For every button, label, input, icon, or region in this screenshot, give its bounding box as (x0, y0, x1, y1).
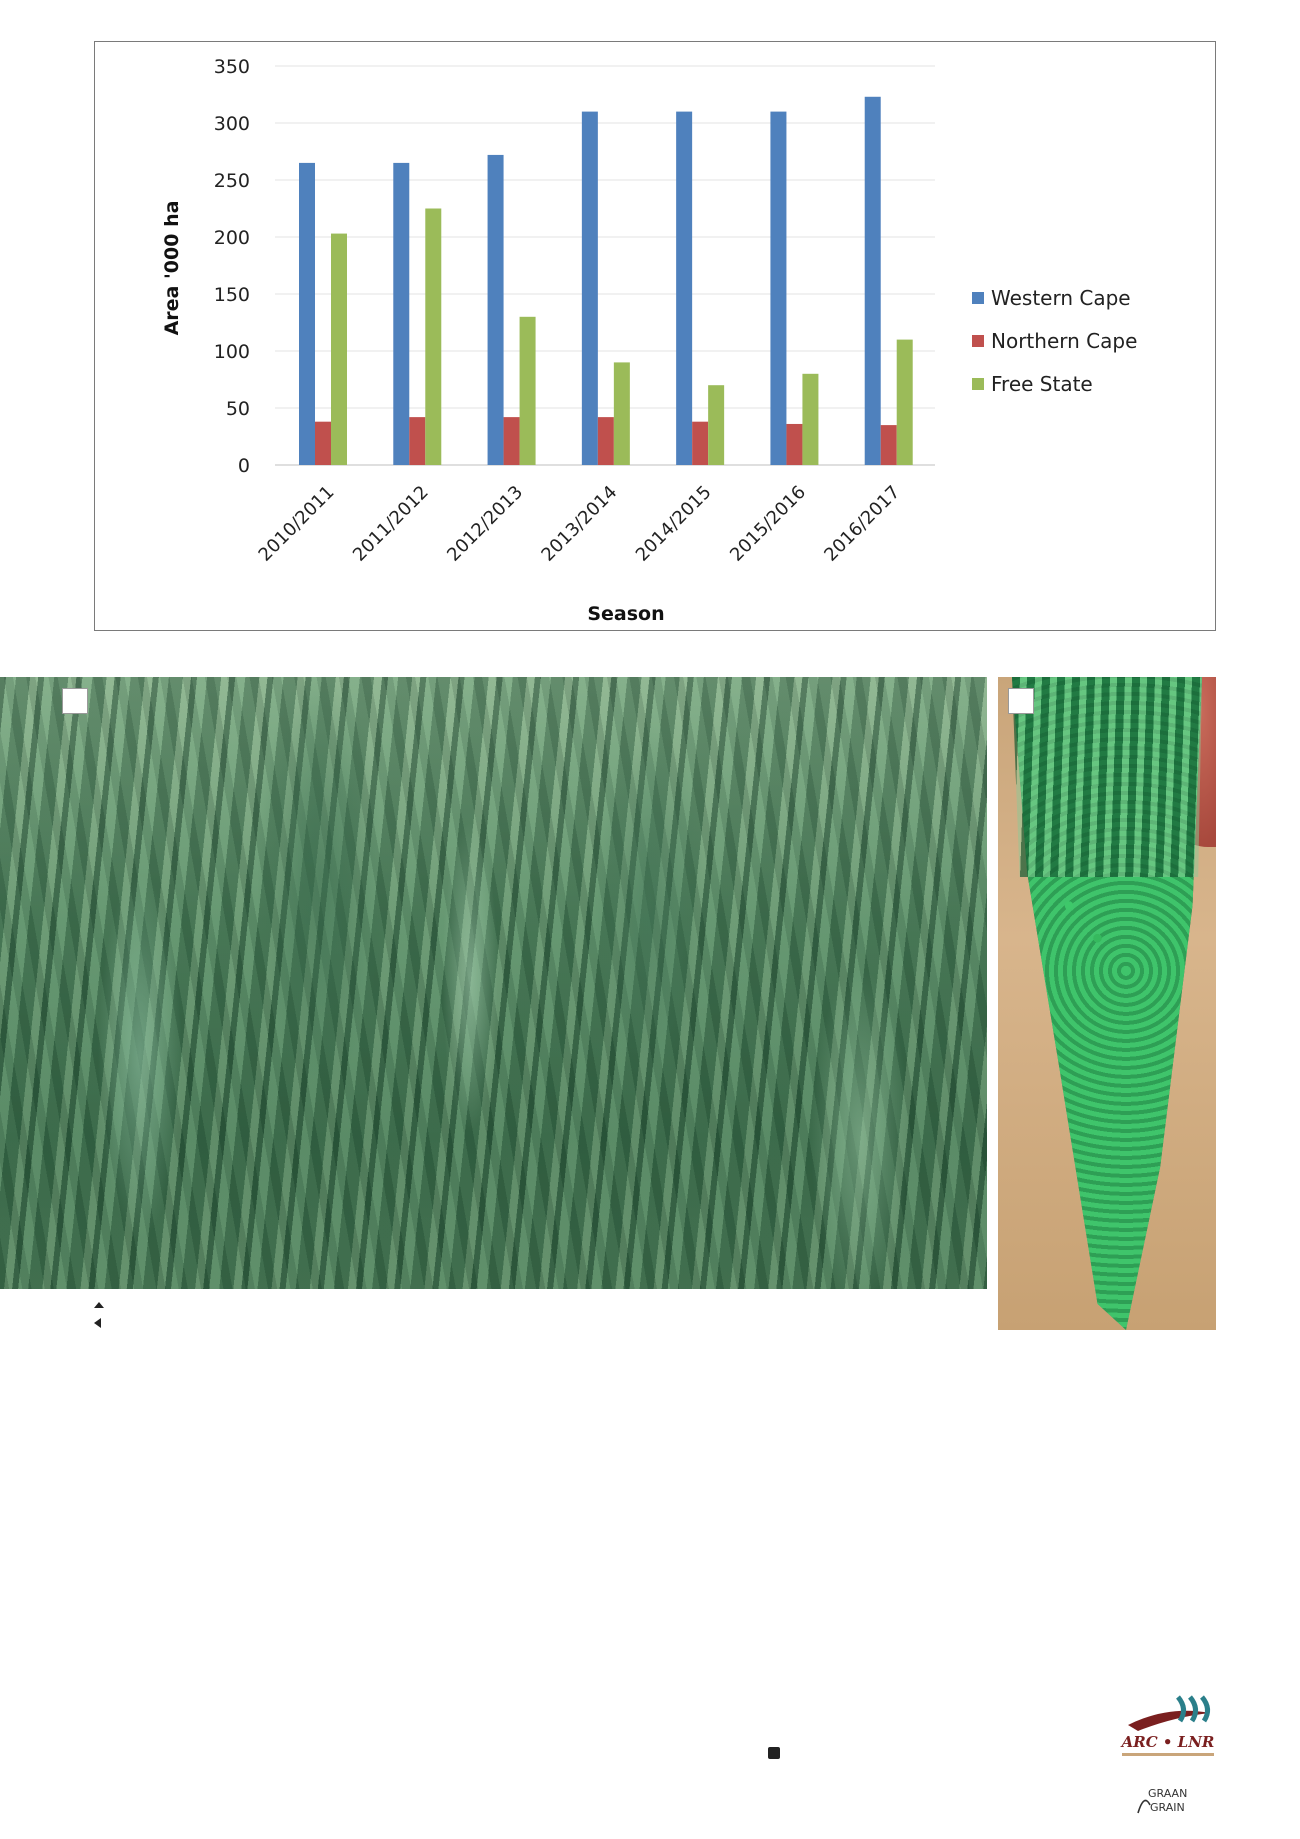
y-tick-label: 350 (214, 56, 250, 78)
bar-northern-cape (503, 417, 520, 465)
bar-northern-cape (409, 417, 426, 465)
bar-free-state (425, 208, 442, 465)
y-tick-label: 200 (214, 227, 250, 249)
sa-grain-logo: GRAAN GRAIN (1137, 1787, 1187, 1814)
y-tick-label: 150 (214, 284, 250, 306)
bar-northern-cape (692, 421, 709, 465)
end-of-article-icon (768, 1747, 780, 1759)
bar-free-state (331, 233, 347, 465)
legend-label: Western Cape (991, 286, 1131, 310)
bar-chart: 0 50 100 150 200 250 300 350 2010/2011 2011/2012… (161, 56, 1137, 625)
legend-label: Northern Cape (991, 329, 1137, 353)
x-tick-label: 2010/2011 (255, 482, 339, 566)
grain-logo-top: GRAAN (1148, 1787, 1187, 1800)
y-tick-label: 50 (226, 398, 250, 420)
bar-western-cape (676, 111, 693, 465)
x-tick-label: 2011/2012 (349, 482, 433, 566)
leaf-stripes (1012, 677, 1202, 877)
bar-western-cape (299, 162, 315, 465)
photo-a-label-box (62, 688, 88, 714)
bar-free-state (896, 339, 913, 465)
bar-northern-cape (880, 425, 897, 465)
bar-free-state (613, 362, 630, 465)
bar-western-cape (864, 96, 881, 465)
aphid-leaf-photo (998, 677, 1216, 1330)
bar-free-state (802, 373, 819, 465)
wheat-field-photo (0, 677, 987, 1289)
legend-label: Free State (991, 372, 1093, 396)
legend-swatch (972, 292, 984, 304)
x-tick-label: 2015/2016 (726, 482, 810, 566)
bar-free-state (519, 316, 536, 465)
legend-swatch (972, 335, 984, 347)
bar-free-state (708, 385, 725, 465)
caption-arrow-left-icon (94, 1318, 101, 1328)
bar-northern-cape (315, 421, 331, 465)
y-tick-label: 0 (238, 455, 250, 477)
x-tick-label: 2012/2013 (443, 482, 527, 566)
arc-logo-text: ARC • LNR (1120, 1733, 1215, 1751)
chart-frame: 0 50 100 150 200 250 300 350 2010/2011 2011/2012… (94, 41, 1216, 631)
y-tick-label: 250 (214, 170, 250, 192)
photo-b-label-box (1008, 688, 1034, 714)
bar-northern-cape (597, 417, 614, 465)
x-axis-title: Season (587, 603, 664, 625)
arc-lnr-logo: ARC • LNR (1120, 1695, 1215, 1756)
bar-western-cape (581, 111, 598, 465)
x-tick-label: 2014/2015 (632, 482, 716, 566)
grain-logo-bottom: GRAIN (1150, 1801, 1185, 1814)
legend-swatch (972, 378, 984, 390)
bar-western-cape (487, 154, 504, 466)
bar-northern-cape (786, 423, 803, 465)
bar-western-cape (393, 162, 410, 465)
x-tick-label: 2013/2014 (537, 482, 621, 566)
x-tick-label: 2016/2017 (820, 482, 904, 566)
caption-arrow-up-icon (94, 1302, 104, 1308)
y-tick-label: 300 (214, 113, 250, 135)
y-tick-label: 100 (214, 341, 250, 363)
bar-western-cape (770, 111, 787, 465)
y-axis-title: Area '000 ha (161, 201, 183, 336)
